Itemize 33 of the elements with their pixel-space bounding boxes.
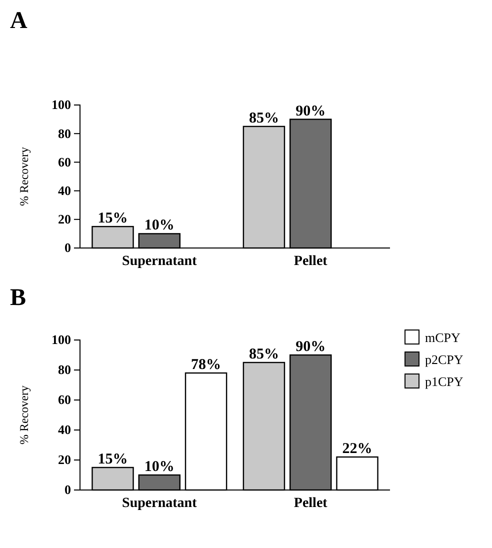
data-label: 10% bbox=[144, 459, 174, 475]
y-tick-label: 20 bbox=[58, 212, 71, 227]
data-label: 10% bbox=[144, 218, 174, 234]
data-label: 15% bbox=[98, 210, 128, 227]
chart-title: A bbox=[10, 8, 28, 34]
data-label: 85% bbox=[248, 346, 279, 362]
x-tick-label: Supernatant bbox=[122, 254, 198, 269]
chart-title: B bbox=[10, 285, 26, 311]
y-tick-label: 80 bbox=[58, 362, 71, 378]
data-label: 22% bbox=[342, 441, 372, 457]
data-label: 90% bbox=[296, 103, 326, 120]
y-tick-label: 20 bbox=[58, 452, 71, 468]
data-label: 90% bbox=[296, 339, 326, 355]
y-tick-label: 0 bbox=[64, 482, 71, 498]
legend-label: p1CPY bbox=[425, 374, 464, 389]
x-tick-label: Pellet bbox=[294, 496, 328, 511]
x-tick-label: Supernatant bbox=[122, 496, 198, 511]
data-label: 78% bbox=[191, 357, 222, 373]
y-tick-label: 100 bbox=[52, 97, 71, 112]
data-label: 85% bbox=[248, 110, 279, 126]
y-tick-label: 60 bbox=[58, 154, 71, 170]
y-tick-label: 40 bbox=[58, 182, 71, 198]
y-tick-label: 60 bbox=[58, 392, 71, 408]
y-tick-label: 100 bbox=[52, 332, 71, 348]
legend-label: p2CPY bbox=[425, 352, 464, 367]
y-tick-label: 0 bbox=[64, 240, 71, 256]
y-axis-title: % Recovery bbox=[17, 386, 31, 444]
data-label: 15% bbox=[98, 452, 128, 468]
y-tick-label: 80 bbox=[58, 126, 71, 141]
x-tick-label: Pellet bbox=[294, 254, 328, 269]
y-tick-label: 40 bbox=[58, 422, 71, 438]
legend-label: mCPY bbox=[425, 330, 462, 345]
y-axis-title: % Recovery bbox=[17, 147, 31, 206]
